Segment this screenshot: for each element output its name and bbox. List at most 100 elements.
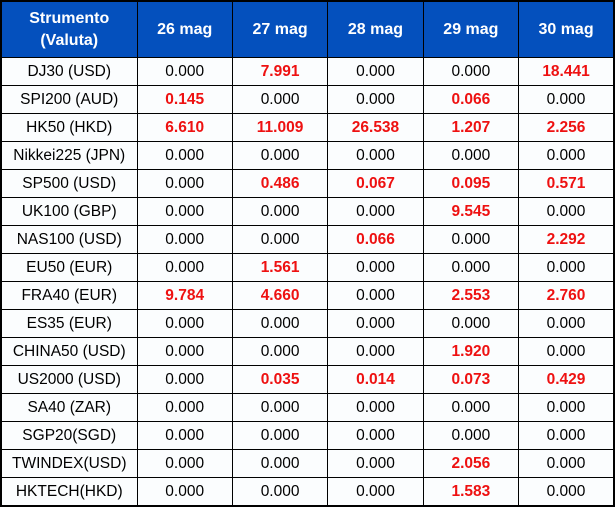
value-cell: 18.441 (518, 57, 615, 86)
table-row: ES35 (EUR) 0.000 0.000 0.000 0.000 0.000 (0, 309, 615, 338)
value-cell: 26.538 (327, 113, 424, 142)
value-cell: 4.660 (231, 281, 329, 310)
value-cell: 0.000 (136, 337, 233, 366)
instrument-cell: Nikkei225 (JPN) (0, 141, 138, 170)
value-cell: 0.000 (327, 393, 424, 422)
table-row: Nikkei225 (JPN) 0.000 0.000 0.000 0.000 0.000 (0, 141, 615, 170)
instrument-cell: UK100 (GBP) (0, 197, 138, 226)
instrument-cell: SA40 (ZAR) (0, 393, 138, 422)
table-row: US2000 (USD) 0.000 0.035 0.014 0.073 0.429 (0, 365, 615, 394)
value-cell: 1.207 (422, 113, 520, 142)
value-cell: 0.000 (231, 85, 329, 114)
table-row: SPI200 (AUD) 0.145 0.000 0.000 0.066 0.000 (0, 85, 615, 114)
value-cell: 0.095 (422, 169, 520, 198)
value-cell: 0.000 (518, 141, 615, 170)
table-row: SA40 (ZAR) 0.000 0.000 0.000 0.000 0.000 (0, 393, 615, 422)
value-cell: 0.000 (422, 421, 520, 450)
table-row: NAS100 (USD) 0.000 0.000 0.066 0.000 2.292 (0, 225, 615, 254)
value-cell: 0.000 (136, 477, 233, 507)
value-cell: 9.784 (136, 281, 233, 310)
column-header-date-4: 29 mag (422, 0, 520, 58)
value-cell: 0.000 (518, 309, 615, 338)
table-row: FRA40 (EUR) 9.784 4.660 0.000 2.553 2.760 (0, 281, 615, 310)
value-cell: 0.000 (327, 57, 424, 86)
value-cell: 0.000 (136, 449, 233, 478)
value-cell: 0.000 (136, 393, 233, 422)
value-cell: 0.000 (422, 253, 520, 282)
header-instrument-line1: Strumento (29, 9, 110, 27)
value-cell: 0.000 (518, 253, 615, 282)
value-cell: 0.000 (518, 449, 615, 478)
value-cell: 0.000 (518, 197, 615, 226)
value-cell: 0.000 (136, 421, 233, 450)
value-cell: 0.000 (518, 393, 615, 422)
instrument-cell: TWINDEX(USD) (0, 449, 138, 478)
value-cell: 7.991 (231, 57, 329, 86)
value-cell: 0.000 (136, 141, 233, 170)
value-cell: 1.561 (231, 253, 329, 282)
value-cell: 1.583 (422, 477, 520, 507)
value-cell: 0.000 (136, 57, 233, 86)
value-cell: 9.545 (422, 197, 520, 226)
column-header-date-1: 26 mag (136, 0, 233, 58)
value-cell: 0.000 (327, 477, 424, 507)
value-cell: 0.066 (327, 225, 424, 254)
value-cell: 2.760 (518, 281, 615, 310)
table-row: HKTECH(HKD) 0.000 0.000 0.000 1.583 0.000 (0, 477, 615, 507)
value-cell: 0.000 (422, 141, 520, 170)
instrument-cell: SP500 (USD) (0, 169, 138, 198)
value-cell: 0.067 (327, 169, 424, 198)
value-cell: 0.066 (422, 85, 520, 114)
value-cell: 0.000 (231, 141, 329, 170)
value-cell: 0.073 (422, 365, 520, 394)
value-cell: 0.486 (231, 169, 329, 198)
value-cell: 0.000 (327, 449, 424, 478)
column-header-date-3: 28 mag (327, 0, 424, 58)
value-cell: 0.000 (327, 309, 424, 338)
value-cell: 0.000 (327, 281, 424, 310)
value-cell: 6.610 (136, 113, 233, 142)
value-cell: 0.429 (518, 365, 615, 394)
value-cell: 0.014 (327, 365, 424, 394)
value-cell: 0.145 (136, 85, 233, 114)
instrument-cell: FRA40 (EUR) (0, 281, 138, 310)
value-cell: 0.000 (231, 309, 329, 338)
value-cell: 0.035 (231, 365, 329, 394)
value-cell: 0.000 (136, 197, 233, 226)
table-row: DJ30 (USD) 0.000 7.991 0.000 0.000 18.441 (0, 57, 615, 86)
value-cell: 0.000 (231, 449, 329, 478)
table-row: HK50 (HKD) 6.610 11.009 26.538 1.207 2.256 (0, 113, 615, 142)
value-cell: 2.256 (518, 113, 615, 142)
table-row: EU50 (EUR) 0.000 1.561 0.000 0.000 0.000 (0, 253, 615, 282)
table-row: CHINA50 (USD) 0.000 0.000 0.000 1.920 0.000 (0, 337, 615, 366)
value-cell: 0.000 (231, 337, 329, 366)
value-cell: 0.000 (231, 197, 329, 226)
header-instrument-line2: (Valuta) (40, 31, 99, 49)
value-cell: 0.000 (518, 85, 615, 114)
value-cell: 0.000 (327, 421, 424, 450)
value-cell: 0.000 (327, 141, 424, 170)
value-cell: 0.000 (518, 421, 615, 450)
value-cell: 0.000 (136, 365, 233, 394)
table-row: SP500 (USD) 0.000 0.486 0.067 0.095 0.571 (0, 169, 615, 198)
value-cell: 0.000 (518, 337, 615, 366)
instrument-cell: HK50 (HKD) (0, 113, 138, 142)
value-cell: 1.920 (422, 337, 520, 366)
instrument-cell: NAS100 (USD) (0, 225, 138, 254)
value-cell: 0.000 (422, 225, 520, 254)
table-body: DJ30 (USD) 0.000 7.991 0.000 0.000 18.441 SPI2… (0, 57, 615, 507)
instrument-cell: SGP20(SGD) (0, 421, 138, 450)
value-cell: 0.000 (327, 253, 424, 282)
column-header-instrument: Strumento (Valuta) (0, 0, 138, 58)
value-cell: 0.000 (136, 309, 233, 338)
value-cell: 0.000 (518, 477, 615, 507)
table-row: SGP20(SGD) 0.000 0.000 0.000 0.000 0.000 (0, 421, 615, 450)
instrument-cell: EU50 (EUR) (0, 253, 138, 282)
value-cell: 0.000 (422, 57, 520, 86)
value-cell: 2.292 (518, 225, 615, 254)
value-cell: 0.000 (422, 309, 520, 338)
value-cell: 0.000 (327, 197, 424, 226)
value-cell: 0.000 (327, 85, 424, 114)
instrument-cell: DJ30 (USD) (0, 57, 138, 86)
